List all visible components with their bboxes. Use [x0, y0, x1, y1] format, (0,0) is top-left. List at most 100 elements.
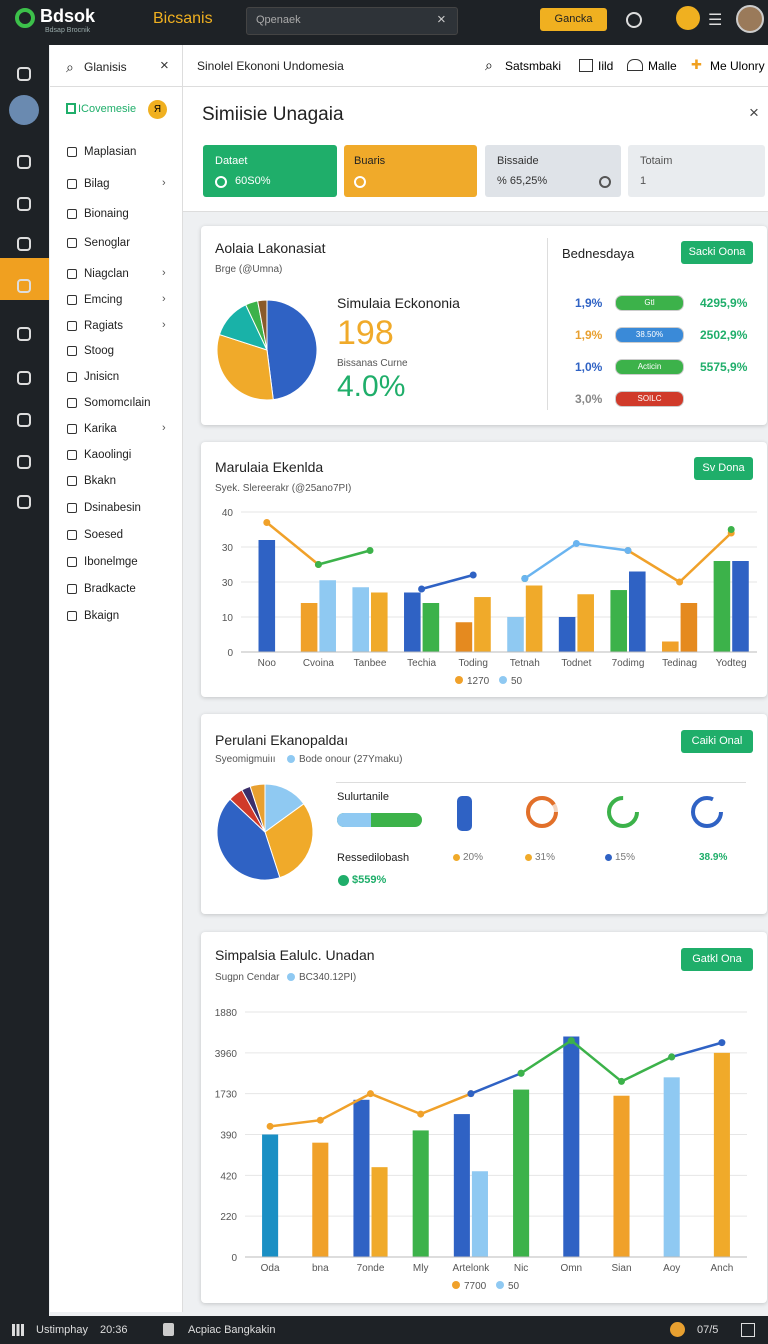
- sidebar-item[interactable]: Emcing: [84, 294, 123, 306]
- settings-icon[interactable]: ☰: [708, 12, 723, 29]
- pie-chart: [216, 299, 318, 401]
- chevron[interactable]: ›: [162, 293, 166, 305]
- header-action[interactable]: Me Ulonry: [710, 59, 765, 73]
- rail-icon[interactable]: [17, 279, 31, 293]
- legend-label: 31%: [535, 852, 556, 863]
- card-button[interactable]: Gatkl Ona: [681, 948, 753, 971]
- rail-icon[interactable]: [17, 371, 31, 385]
- chevron[interactable]: ›: [162, 267, 166, 279]
- bar: [507, 617, 524, 652]
- stat-card[interactable]: Totaim 1: [628, 145, 765, 197]
- sidebar-item[interactable]: Karika: [84, 423, 117, 435]
- sidebar-item[interactable]: Bilag: [84, 178, 110, 190]
- sidebar-item[interactable]: Bradkacte: [84, 583, 136, 595]
- rail-icon[interactable]: [17, 197, 31, 211]
- sidebar-item[interactable]: Ibonelmge: [84, 556, 138, 568]
- sidebar-item[interactable]: Bkakn: [84, 475, 116, 487]
- rings: [526, 796, 723, 828]
- stat-card[interactable]: Buaris: [344, 145, 477, 197]
- item-icon: [67, 269, 77, 279]
- chevron[interactable]: ›: [162, 319, 166, 331]
- sidebar-item[interactable]: Maplasian: [84, 146, 137, 158]
- sidebar-item[interactable]: Dsinabesin: [84, 502, 141, 514]
- start-icon[interactable]: [12, 1324, 24, 1336]
- card-subtitle: Bode onour (27Ymaku): [299, 754, 403, 765]
- line-point: [676, 578, 684, 586]
- bar-label: Sulurtanile: [337, 791, 389, 803]
- bar: [404, 592, 421, 652]
- status-icon[interactable]: [626, 12, 642, 28]
- grid-icon[interactable]: [579, 59, 593, 72]
- item-icon: [67, 398, 77, 408]
- sidebar-item[interactable]: Bionaing: [84, 208, 129, 220]
- row-right: 2502,9%: [700, 328, 748, 342]
- clear-icon[interactable]: ×: [437, 11, 446, 28]
- legend-label: 15%: [615, 852, 636, 863]
- rail-icon[interactable]: [17, 155, 31, 169]
- rail-icon[interactable]: [17, 495, 31, 509]
- card-subtitle: Brge (@Umna): [215, 264, 283, 275]
- header-action[interactable]: Iild: [598, 59, 614, 73]
- rail-icon[interactable]: [17, 455, 31, 469]
- ring: [607, 796, 639, 828]
- chevron[interactable]: ›: [162, 422, 166, 434]
- sidebar-item[interactable]: Niagclan: [84, 268, 129, 280]
- header-action[interactable]: Satsmbaki: [505, 59, 562, 73]
- logo-icon: [15, 8, 35, 28]
- bar: [258, 540, 276, 652]
- notification-icon[interactable]: [676, 6, 700, 30]
- legend-dot: [453, 854, 460, 861]
- sidebar-item[interactable]: Bkaign: [84, 610, 120, 622]
- line-point: [367, 1090, 374, 1098]
- sidebar-search-icon[interactable]: ⌕: [66, 59, 74, 75]
- bar: [713, 561, 731, 652]
- chevron[interactable]: ›: [162, 177, 166, 189]
- card-button[interactable]: Sv Dona: [694, 457, 753, 480]
- sidebar-close[interactable]: ×: [160, 57, 169, 74]
- header-action[interactable]: Malle: [648, 59, 677, 73]
- rail-icon[interactable]: [17, 413, 31, 427]
- sidebar-search[interactable]: Glanisis: [84, 60, 127, 74]
- bar: [312, 1142, 329, 1257]
- panel-close[interactable]: ×: [749, 103, 759, 122]
- sidebar-item[interactable]: Ragiats: [84, 320, 123, 332]
- cloud-icon[interactable]: [627, 59, 643, 71]
- search-box[interactable]: Qpenaek ×: [246, 7, 458, 35]
- plus-icon[interactable]: ✚: [691, 57, 702, 72]
- x-tick-label: Sian: [611, 1263, 631, 1274]
- sidebar-item[interactable]: Kaoolingi: [84, 449, 132, 461]
- app-icon[interactable]: [163, 1323, 174, 1336]
- rail-icon[interactable]: [17, 67, 31, 81]
- search-icon[interactable]: ⌕: [485, 57, 493, 73]
- rail-avatar[interactable]: [9, 95, 39, 125]
- stat-card[interactable]: Bissaide % 65,25%: [485, 145, 621, 197]
- taskbar: Ustimphay 20:36 Acpiac Bangkakin 07/5: [0, 1316, 768, 1344]
- sidebar-item[interactable]: Somomcılain: [84, 397, 151, 409]
- item-icon: [67, 147, 77, 157]
- top-button[interactable]: Gancka: [540, 8, 607, 31]
- x-tick-label: Aoy: [663, 1263, 680, 1274]
- card-subtitle: Sugpn Cendar: [215, 972, 280, 983]
- rail-icon[interactable]: [17, 327, 31, 341]
- divider: [50, 86, 182, 87]
- tray-icon[interactable]: [670, 1322, 685, 1337]
- active-icon: [66, 103, 76, 114]
- row-pill: Acticin: [615, 359, 684, 375]
- card-button[interactable]: Caiki Onal: [681, 730, 753, 753]
- sidebar-item[interactable]: Stoog: [84, 345, 115, 357]
- avatar[interactable]: [736, 5, 764, 33]
- row-pill: 38.50%: [615, 327, 684, 343]
- item-icon: [67, 424, 77, 434]
- sidebar-item[interactable]: Jnisicn: [84, 371, 120, 383]
- rail-icon[interactable]: [17, 237, 31, 251]
- bar: [300, 603, 318, 652]
- stat-card[interactable]: Dataet 60S0%: [203, 145, 337, 197]
- x-tick-label: Mly: [413, 1263, 429, 1274]
- sidebar-active[interactable]: ICovemesie: [78, 103, 137, 115]
- sidebar-item[interactable]: Senoglar: [84, 237, 131, 249]
- tray-icon[interactable]: [741, 1323, 755, 1337]
- sidebar-item[interactable]: Soesed: [84, 529, 124, 541]
- x-tick-label: Todnet: [561, 658, 591, 669]
- card-button[interactable]: Sacki Oona: [681, 241, 753, 264]
